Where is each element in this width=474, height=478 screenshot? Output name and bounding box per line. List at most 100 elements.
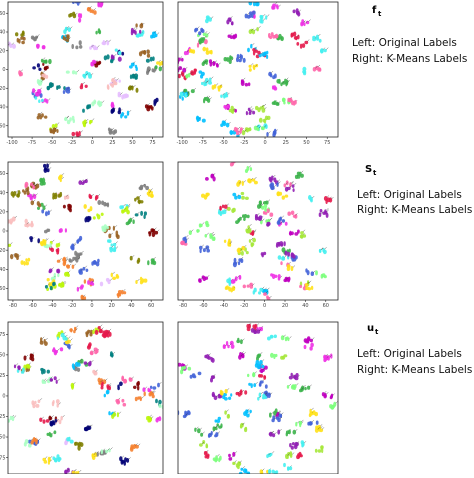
scatter-point bbox=[269, 412, 272, 418]
scatter-point bbox=[163, 402, 166, 407]
scatter-point bbox=[240, 339, 243, 345]
scatter-point-tail bbox=[66, 26, 70, 29]
scatter-point-tail bbox=[75, 325, 79, 328]
scatter-point bbox=[147, 260, 150, 266]
scatter-point bbox=[77, 470, 80, 474]
scatter-point bbox=[249, 409, 252, 414]
scatter-point bbox=[18, 70, 22, 76]
scatter-point bbox=[91, 453, 95, 458]
scatter-point bbox=[292, 429, 297, 435]
scatter-point-tail bbox=[82, 81, 85, 85]
scatter-point bbox=[92, 369, 96, 374]
scatter-point bbox=[46, 278, 50, 282]
scatter-point-tail bbox=[50, 376, 53, 379]
scatter-point-tail bbox=[234, 451, 237, 454]
scatter-point bbox=[310, 199, 313, 203]
scatter-point bbox=[301, 21, 304, 26]
scatter-point bbox=[287, 466, 290, 471]
scatter-point bbox=[273, 177, 277, 183]
scatter-point bbox=[135, 87, 139, 93]
scatter-point bbox=[66, 340, 69, 345]
scatter-point-tail bbox=[242, 338, 245, 341]
scatter-point bbox=[236, 339, 241, 344]
scatter-point bbox=[99, 281, 104, 287]
scatter-point-tail bbox=[231, 58, 234, 61]
scatter-point-tail bbox=[82, 294, 86, 297]
scatter-point bbox=[310, 285, 314, 290]
scatter-point bbox=[89, 119, 93, 124]
row-desc-u-left: Left: Original Labels bbox=[357, 348, 462, 360]
scatter-point-tail bbox=[115, 241, 118, 244]
scatter-point-tail bbox=[134, 73, 137, 76]
y-tick-label: 0 bbox=[2, 67, 5, 73]
scatter-point bbox=[223, 239, 227, 243]
scatter-point bbox=[57, 457, 61, 463]
scatter-point bbox=[56, 250, 60, 255]
scatter-point-tail bbox=[226, 388, 230, 391]
scatter-point bbox=[219, 211, 223, 217]
scatter-point-tail bbox=[185, 67, 188, 70]
scatter-point-tail bbox=[48, 167, 52, 170]
scatter-point bbox=[95, 348, 99, 354]
scatter-point bbox=[253, 180, 258, 185]
scatter-point-tail bbox=[152, 390, 155, 393]
scatter-point-tail bbox=[331, 196, 334, 200]
scatter-point bbox=[244, 196, 249, 200]
scatter-point bbox=[95, 261, 100, 267]
scatter-point bbox=[318, 212, 322, 217]
scatter-point bbox=[58, 175, 62, 181]
scatter-point-tail bbox=[283, 255, 287, 258]
scatter-point-tail bbox=[110, 447, 113, 450]
scatter-point-tail bbox=[41, 79, 44, 82]
scatter-point bbox=[253, 65, 256, 71]
scatter-point-tail bbox=[321, 427, 325, 430]
scatter-point-tail bbox=[65, 258, 69, 261]
scatter-point bbox=[96, 451, 99, 457]
scatter-point bbox=[285, 453, 288, 459]
scatter-point bbox=[286, 336, 289, 340]
scatter-point bbox=[216, 64, 219, 68]
scatter-point bbox=[139, 276, 143, 281]
scatter-point bbox=[111, 77, 115, 83]
scatter-point-tail bbox=[105, 40, 108, 43]
scatter-point bbox=[258, 392, 262, 398]
scatter-point bbox=[288, 248, 291, 253]
scatter-point bbox=[135, 280, 138, 284]
scatter-point bbox=[212, 426, 216, 432]
y-tick-label: 0 bbox=[2, 229, 5, 235]
scatter-point bbox=[129, 74, 133, 80]
scatter-point bbox=[314, 448, 318, 453]
scatter-point bbox=[13, 364, 17, 369]
scatter-point-tail bbox=[253, 230, 256, 233]
scatter-point-tail bbox=[250, 237, 254, 241]
scatter-point-tail bbox=[247, 227, 250, 230]
scatter-point bbox=[49, 243, 52, 249]
y-tick-label: 60 bbox=[0, 171, 6, 177]
scatter-point-tail bbox=[131, 376, 134, 379]
scatter-point bbox=[47, 210, 50, 216]
scatter-point bbox=[303, 344, 307, 350]
scatter-point bbox=[204, 59, 209, 63]
scatter-point bbox=[79, 286, 84, 290]
scatter-point bbox=[90, 329, 93, 334]
scatter-point bbox=[215, 426, 218, 431]
plot-u-kmeans-labels bbox=[177, 321, 339, 475]
scatter-point bbox=[56, 129, 59, 133]
scatter-point bbox=[252, 372, 256, 378]
scatter-point bbox=[187, 410, 190, 415]
scatter-point-tail bbox=[49, 209, 52, 212]
scatter-point-tail bbox=[38, 438, 41, 441]
scatter-point-tail bbox=[131, 216, 134, 220]
scatter-point bbox=[254, 214, 258, 219]
scatter-point-tail bbox=[237, 126, 241, 130]
scatter-point-tail bbox=[120, 109, 123, 112]
scatter-point bbox=[46, 163, 49, 168]
scatter-point bbox=[20, 33, 24, 37]
scatter-point bbox=[252, 237, 256, 243]
x-tick-label: -20 bbox=[240, 303, 248, 309]
scatter-point bbox=[199, 443, 203, 447]
scatter-point bbox=[223, 104, 227, 109]
scatter-point bbox=[76, 286, 80, 292]
scatter-point bbox=[257, 396, 260, 401]
scatter-point bbox=[46, 85, 51, 91]
